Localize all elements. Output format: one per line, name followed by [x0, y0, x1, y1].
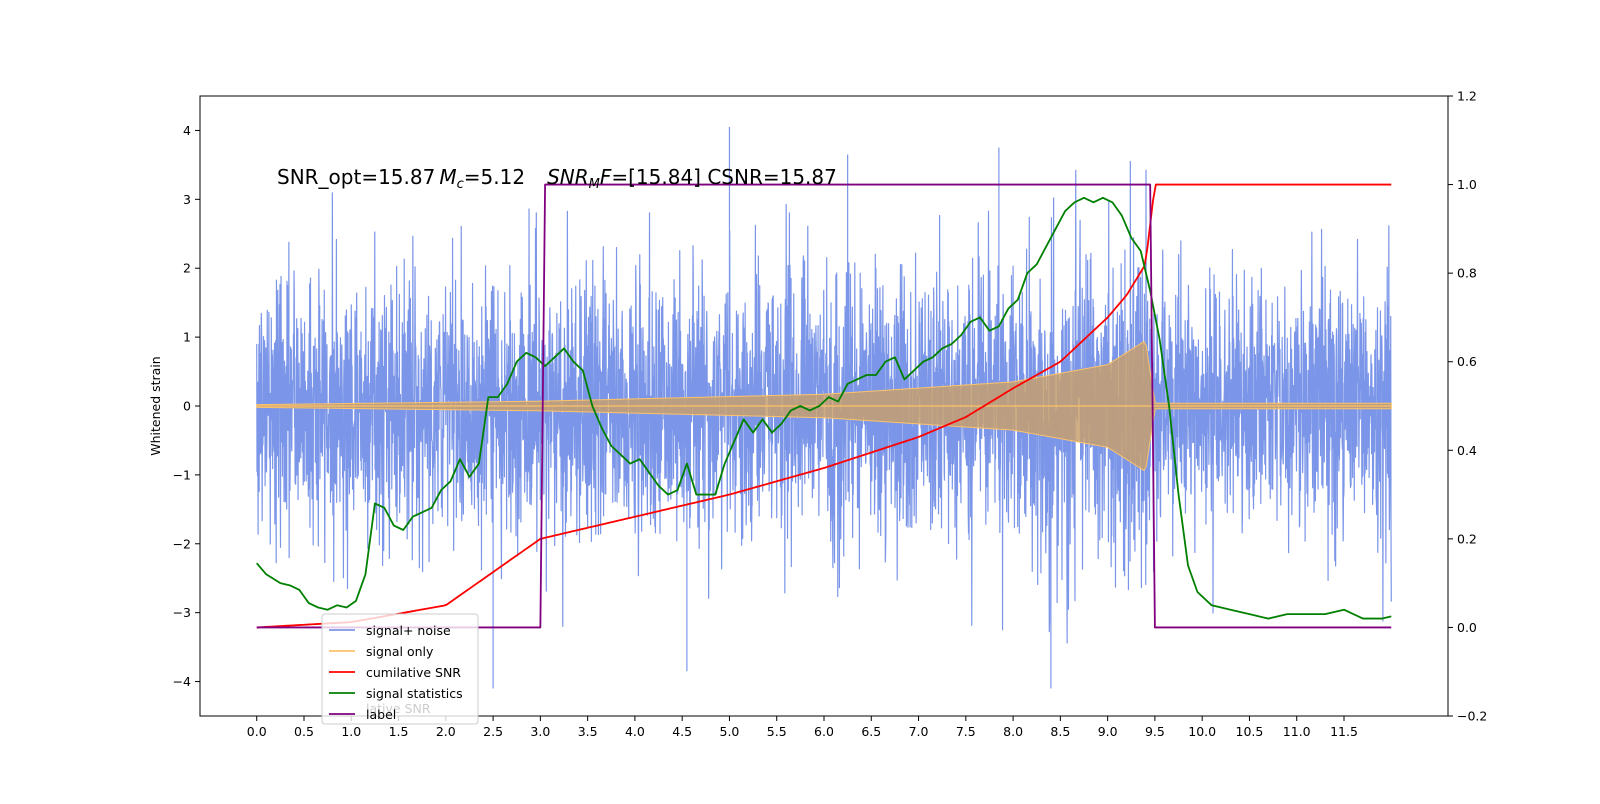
x-axis: 0.0 0.5 1.0 1.5 2.0 2.5 3.0 3.5 4.0 4.5 5.0 5.5 6.0 6…: [247, 716, 1358, 739]
annotation-mc-sub: c: [457, 177, 464, 192]
x-tick-label: 10.5: [1236, 724, 1264, 739]
y-axis-left: 4 3 2 1 0 −1 −2 −3 −4: [173, 123, 200, 689]
x-tick-label: 4.0: [625, 724, 645, 739]
annotation-snrmf-sub: M: [589, 177, 600, 192]
annotation-snrmf-f: F: [600, 165, 612, 189]
y-left-tick-label: 3: [183, 192, 191, 207]
x-tick-label: 1.0: [341, 724, 361, 739]
legend-label: signal only: [366, 644, 434, 659]
annotation-snr-opt: SNR_opt=15.87: [277, 165, 435, 189]
legend-ghost-text: lative SNR: [366, 701, 431, 716]
legend-box: [321, 613, 479, 725]
plot-area: [256, 127, 1392, 689]
y-right-tick-label: 1.0: [1457, 177, 1477, 192]
x-tick-label: 11.0: [1283, 724, 1311, 739]
x-tick-label: 11.5: [1330, 724, 1358, 739]
y-right-tick-label: 0.0: [1457, 620, 1477, 635]
y-axis-label: Whitened strain: [148, 356, 163, 455]
x-tick-label: 5.5: [767, 724, 787, 739]
x-tick-label: 2.5: [483, 724, 503, 739]
annotation-snrmf-value: =[15.84] CSNR=15.87: [611, 165, 837, 189]
series-signal-statistics: [256, 196, 1392, 620]
series-cumulative-snr: [256, 183, 1392, 629]
annotation-mc-value: =5.12: [464, 165, 525, 189]
legend-label: signal statistics: [366, 686, 463, 701]
legend-label: signal+ noise: [366, 623, 451, 638]
x-tick-label: 5.0: [720, 724, 740, 739]
y-right-tick-label: 0.6: [1457, 354, 1477, 369]
legend-label: cumilative SNR: [366, 665, 461, 680]
y-left-tick-label: 4: [183, 123, 191, 138]
series-signal-noise: [256, 127, 1392, 689]
y-right-tick-label: 0.8: [1457, 266, 1477, 281]
series-label: [256, 183, 1392, 629]
y-left-tick-label: −3: [173, 605, 191, 620]
y-left-tick-label: −1: [173, 467, 191, 482]
y-right-tick-label: −0.2: [1457, 709, 1487, 724]
legend: lative SNR signal+ noise signal only cumil…: [321, 613, 479, 725]
x-tick-label: 4.5: [672, 724, 692, 739]
y-right-tick-label: 0.2: [1457, 531, 1477, 546]
y-left-tick-label: 2: [183, 261, 191, 276]
x-tick-label: 10.0: [1188, 724, 1216, 739]
y-right-tick-label: 1.2: [1457, 89, 1477, 104]
x-tick-label: 9.0: [1098, 724, 1118, 739]
x-tick-label: 3.5: [578, 724, 598, 739]
annotation-snrmf-symbol: SNR: [547, 165, 589, 189]
y-axis-right: 1.2 1.0 0.8 0.6 0.4 0.2 0.0 −0.2: [1448, 89, 1487, 724]
x-tick-label: 8.5: [1050, 724, 1070, 739]
x-tick-label: 2.0: [436, 724, 456, 739]
x-tick-label: 7.5: [956, 724, 976, 739]
y-left-tick-label: 0: [183, 399, 191, 414]
chart-annotation: SNR_opt=15.87 Mc=5.12 SNRMF=[15.84] CSNR=1…: [277, 165, 837, 192]
y-left-tick-label: −2: [173, 536, 191, 551]
x-tick-label: 9.5: [1145, 724, 1165, 739]
x-tick-label: 6.5: [861, 724, 881, 739]
y-left-tick-label: 1: [183, 330, 191, 345]
x-tick-label: 1.5: [389, 724, 409, 739]
annotation-mc-symbol: M: [439, 165, 456, 189]
x-tick-label: 6.0: [814, 724, 834, 739]
x-tick-label: 3.0: [530, 724, 550, 739]
x-tick-label: 8.0: [1003, 724, 1023, 739]
y-left-tick-label: −4: [173, 674, 191, 689]
x-tick-label: 0.0: [247, 724, 267, 739]
x-tick-label: 0.5: [294, 724, 314, 739]
legend-label: label: [366, 707, 396, 722]
y-right-tick-label: 0.4: [1457, 443, 1477, 458]
x-tick-label: 7.0: [909, 724, 929, 739]
